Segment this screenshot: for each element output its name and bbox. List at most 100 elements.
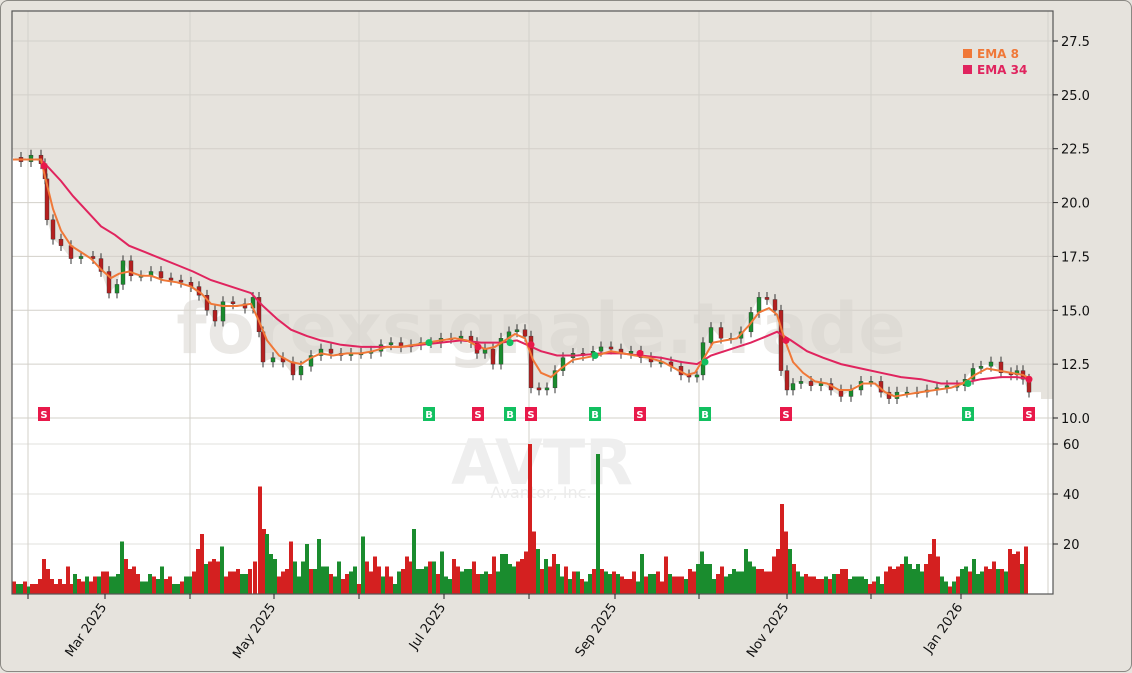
volume-bar <box>612 571 616 594</box>
candle-body <box>778 310 784 371</box>
ema8-line <box>13 158 1032 398</box>
volume-bar <box>113 576 117 594</box>
volume-bar <box>164 579 168 594</box>
volume-bar <box>652 574 656 594</box>
volume-bar <box>373 556 377 594</box>
signal-label: S <box>474 410 481 421</box>
volume-bar <box>540 569 544 594</box>
candle-body <box>114 284 120 294</box>
candle-body <box>498 338 504 365</box>
volume-bar <box>420 569 424 594</box>
volume-bar <box>556 564 560 594</box>
volume-bar <box>812 576 816 594</box>
candle-body <box>598 346 604 352</box>
volume-bar <box>54 584 58 594</box>
volume-bar <box>89 581 93 594</box>
price-tick-label: 10.0 <box>1061 412 1090 427</box>
volume-bar <box>640 554 644 594</box>
signal-label: S <box>40 410 47 421</box>
volume-bar <box>828 579 832 594</box>
volume-bar <box>1016 551 1020 594</box>
volume-bar <box>916 564 920 594</box>
volume-bar <box>620 576 624 594</box>
volume-bar <box>1000 569 1004 594</box>
volume-bar <box>265 534 269 594</box>
volume-bar <box>864 579 868 594</box>
candle-body <box>560 357 566 371</box>
volume-bar <box>50 579 54 594</box>
legend-label-ema8: EMA 8 <box>977 47 1019 61</box>
volume-bar <box>600 569 604 594</box>
volume-bar <box>321 566 325 594</box>
candle-body <box>998 361 1004 373</box>
volume-bar <box>672 576 676 594</box>
volume-bar <box>144 581 148 594</box>
volume-bar <box>628 579 632 594</box>
sell-crossover-dot <box>40 162 48 170</box>
volume-bar <box>456 566 460 594</box>
volume-bar <box>200 534 204 594</box>
price-tick-label: 15.0 <box>1061 304 1090 319</box>
volume-bar <box>240 574 244 594</box>
volume-bar <box>912 569 916 594</box>
volume-bar <box>101 571 105 594</box>
volume-bar <box>580 579 584 594</box>
price-tick-label: 27.5 <box>1061 35 1090 50</box>
price-tick-label: 20.0 <box>1061 197 1090 212</box>
volume-bar <box>464 569 468 594</box>
volume-bar <box>508 564 512 594</box>
volume-bar <box>808 576 812 594</box>
sell-signal-marker <box>1023 407 1035 421</box>
price-axis: 10.0 12.5 15.0 17.5 20.0 22.5 25.0 27.5 <box>1053 35 1090 427</box>
volume-bar <box>968 571 972 594</box>
volume-bar <box>397 571 401 594</box>
watermark-company: Avantor, Inc. <box>491 483 592 502</box>
volume-bar <box>876 576 880 594</box>
volume-bar <box>836 574 840 594</box>
volume-bar <box>97 576 101 594</box>
below-price-fill <box>12 155 1053 594</box>
volume-bar <box>357 584 361 594</box>
candle-body <box>756 297 762 313</box>
volume-bar <box>776 549 780 594</box>
buy-signal-marker <box>589 407 601 421</box>
volume-tick-label: 40 <box>1063 488 1080 503</box>
volume-bar <box>676 576 680 594</box>
candle-body <box>328 348 334 354</box>
volume-bar <box>728 574 732 594</box>
volume-bars <box>12 444 1028 594</box>
volume-bar <box>116 574 120 594</box>
volume-bar <box>656 571 660 594</box>
volume-bar <box>105 571 109 594</box>
volume-bar <box>920 571 924 594</box>
volume-bar <box>684 579 688 594</box>
volume-bar <box>70 584 74 594</box>
volume-bar <box>140 581 144 594</box>
sell-crossover-dot <box>782 336 790 344</box>
candle-body <box>528 335 534 389</box>
volume-bar <box>188 576 192 594</box>
volume-bar <box>932 539 936 594</box>
volume-bar <box>848 579 852 594</box>
volume-bar <box>180 581 184 594</box>
buy-crossover-dot <box>964 380 972 388</box>
volume-bar <box>712 579 716 594</box>
volume-bar <box>448 579 452 594</box>
candle-body <box>490 348 496 365</box>
volume-bar <box>124 559 128 594</box>
candle-body <box>458 335 464 339</box>
sell-crossover-dot <box>527 341 535 349</box>
legend-swatch-ema34 <box>963 65 972 74</box>
volume-bar <box>788 549 792 594</box>
volume-bar <box>744 549 748 594</box>
date-tick-label: Jul 2025 <box>406 601 449 654</box>
volume-bar <box>428 561 432 594</box>
volume-bar <box>389 576 393 594</box>
volume-bar <box>996 569 1000 594</box>
volume-bar <box>412 529 416 594</box>
volume-bar <box>720 566 724 594</box>
volume-bar <box>644 576 648 594</box>
volume-bar <box>844 569 848 594</box>
volume-bar <box>564 566 568 594</box>
volume-bar <box>253 561 257 594</box>
